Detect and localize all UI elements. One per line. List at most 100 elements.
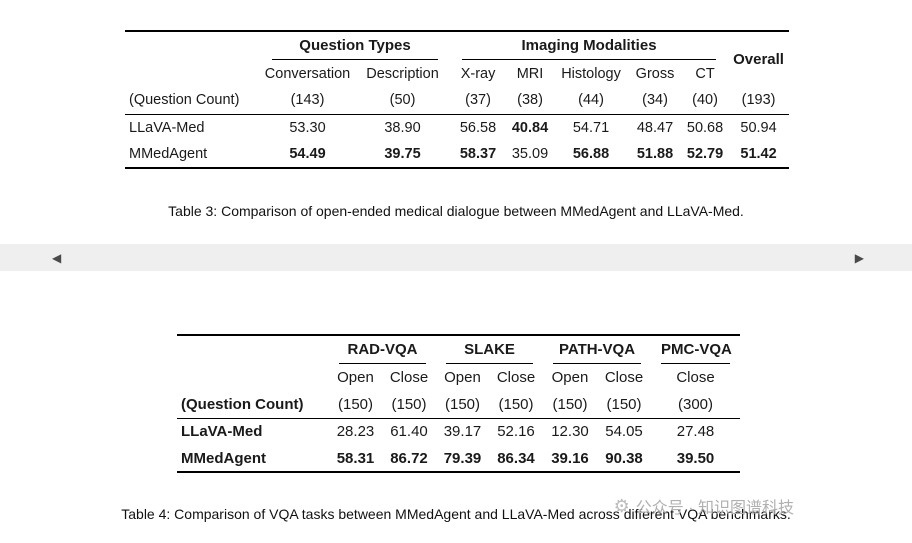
table4-value-cell: 27.48	[676, 423, 715, 441]
table4-value-cell: 90.38	[605, 449, 643, 467]
table3-value-cell: 48.47	[636, 119, 674, 136]
group-label-question-types: Question Types	[272, 32, 439, 60]
table4-group-pmc-vqa: PMC-VQA	[651, 335, 740, 364]
table4-value-cell: 61.40	[390, 423, 428, 441]
group-label-pmc-vqa: PMC-VQA	[661, 336, 732, 364]
table3-value-cell: 53.30	[289, 119, 326, 136]
table4-count-cell: (150)	[329, 391, 382, 419]
table4-subcol-open: Open	[337, 369, 374, 386]
table3-value-cell: 54.71	[572, 119, 610, 136]
table4-value-cell: 52.16	[497, 423, 535, 441]
table4-group-slake: SLAKE	[436, 335, 543, 364]
table3-value-cell: 38.90	[384, 119, 421, 136]
table3-value-cell: 56.88	[572, 146, 610, 162]
table4-row-mmedagent: MMedAgent 58.31 86.72 79.39 86.34 39.16 …	[177, 445, 740, 472]
table4: RAD-VQA SLAKE PATH-VQA PMC-VQA Open Clos…	[177, 334, 741, 473]
table3-col-description: Description	[366, 65, 439, 82]
table4-row-label: LLaVA-Med	[181, 423, 263, 441]
table4-value-cell: 86.72	[390, 449, 428, 467]
table4-value-cell: 58.31	[336, 449, 375, 467]
table4-count-cell: (150)	[543, 391, 597, 419]
carousel-nav-band: ◀ ▶	[0, 244, 912, 271]
table3-value-cell: 51.42	[740, 146, 777, 162]
table4-value-cell: 28.23	[336, 423, 375, 441]
table3-count-cell: (50)	[355, 87, 451, 115]
table3-value-cell: 54.49	[289, 146, 326, 162]
table3-column-header-row: Conversation Description X-ray MRI Histo…	[125, 60, 789, 87]
table3-row-llava-med: LLaVA-Med 53.30 38.90 56.58 40.84 54.71 …	[125, 114, 789, 141]
table4-group-path-vqa: PATH-VQA	[543, 335, 651, 364]
table4-row-llava-med: LLaVA-Med 28.23 61.40 39.17 52.16 12.30 …	[177, 418, 740, 445]
table4-caption: Table 4: Comparison of VQA tasks between…	[121, 506, 791, 522]
table3-group-header-row: Question Types Imaging Modalities Overal…	[125, 31, 789, 68]
table4-count-cell: (150)	[489, 391, 543, 419]
table3-col-mri: MRI	[516, 65, 544, 82]
table3-count-row: (Question Count) (143) (50) (37) (38) (4…	[125, 87, 790, 115]
table3-corner-blank	[125, 31, 260, 60]
table4-value-cell: 39.16	[551, 449, 589, 467]
prev-arrow-icon[interactable]: ◀	[52, 250, 62, 265]
table3-value-cell: 50.68	[686, 119, 724, 136]
table3-caption: Table 3: Comparison of open-ended medica…	[168, 203, 744, 219]
gear-icon: ⚙	[613, 496, 630, 516]
group-label-slake: SLAKE	[446, 336, 533, 364]
table3-row-label: LLaVA-Med	[129, 119, 205, 136]
watermark: ⚙ 公众号 · 知识图谱科技	[614, 494, 794, 518]
table3-blank-cell	[125, 60, 260, 87]
table3-overall-header: Overall	[733, 51, 784, 68]
table4-value-cell: 39.17	[443, 423, 482, 441]
table3-count-cell: (40)	[682, 87, 729, 115]
table3-count-cell: (38)	[506, 87, 555, 115]
group-label-imaging-modalities: Imaging Modalities	[462, 32, 717, 60]
table4-count-cell: (150)	[436, 391, 489, 419]
table3-count-cell: (37)	[450, 87, 507, 115]
table4-count-row: (Question Count) (150) (150) (150) (150)…	[177, 391, 741, 419]
table4-blank-cell	[177, 364, 329, 391]
table3-col-histology: Histology	[561, 65, 621, 82]
table3-count-cell: (143)	[260, 87, 355, 115]
table3-count-cell: (193)	[728, 87, 790, 115]
table3-count-label: (Question Count)	[125, 87, 260, 115]
table3-value-cell: 52.79	[686, 146, 724, 162]
table4-subcol-close: Close	[389, 369, 429, 386]
table3-row-label: MMedAgent	[129, 146, 208, 162]
table4-row-label: MMedAgent	[181, 449, 266, 467]
table4-value-cell: 54.05	[605, 423, 643, 441]
table3-col-xray: X-ray	[460, 65, 496, 82]
table3-group-imaging-modalities: Imaging Modalities	[450, 31, 728, 60]
table4-subcol-close: Close	[496, 369, 536, 386]
group-label-rad-vqa: RAD-VQA	[339, 336, 426, 364]
table4-group-header-row: RAD-VQA SLAKE PATH-VQA PMC-VQA	[177, 335, 740, 364]
table4-value-cell: 12.30	[551, 423, 589, 441]
group-label-path-vqa: PATH-VQA	[553, 336, 642, 364]
table3-group-question-types: Question Types	[260, 31, 450, 60]
table3-col-conversation: Conversation	[264, 65, 351, 82]
table4-count-cell: (150)	[382, 391, 436, 419]
table3-value-cell: 58.37	[459, 146, 497, 162]
table4-count-label: (Question Count)	[177, 391, 329, 419]
table3-value-cell: 35.09	[511, 146, 549, 162]
table3: Question Types Imaging Modalities Overal…	[125, 30, 790, 169]
table4-count-cell: (300)	[651, 391, 741, 419]
table4-subcol-close: Close	[604, 369, 644, 386]
table4-value-cell: 39.50	[676, 449, 715, 467]
table4-count-cell: (150)	[597, 391, 652, 419]
table3-value-cell: 50.94	[740, 119, 777, 136]
table3-col-ct: CT	[695, 65, 715, 82]
table4-subheader-row: Open Close Open Close Open Close Close	[177, 364, 740, 391]
table3-value-cell: 51.88	[636, 146, 674, 162]
next-arrow-icon[interactable]: ▶	[854, 250, 864, 265]
watermark-text: 公众号 · 知识图谱科技	[635, 500, 794, 517]
table3-count-cell: (44)	[554, 87, 629, 115]
table3-value-cell: 40.84	[511, 119, 549, 136]
table4-subcol-close: Close	[676, 369, 715, 386]
table4-value-cell: 86.34	[497, 449, 535, 467]
table4-group-rad-vqa: RAD-VQA	[329, 335, 436, 364]
table3-value-cell: 56.58	[459, 119, 497, 136]
table3-count-cell: (34)	[628, 87, 683, 115]
table3-value-cell: 39.75	[384, 146, 421, 162]
table4-value-cell: 79.39	[443, 449, 482, 467]
table3-row-mmedagent: MMedAgent 54.49 39.75 58.37 35.09 56.88 …	[125, 141, 789, 168]
table4-subcol-open: Open	[551, 369, 589, 386]
table4-corner-blank	[177, 335, 329, 364]
